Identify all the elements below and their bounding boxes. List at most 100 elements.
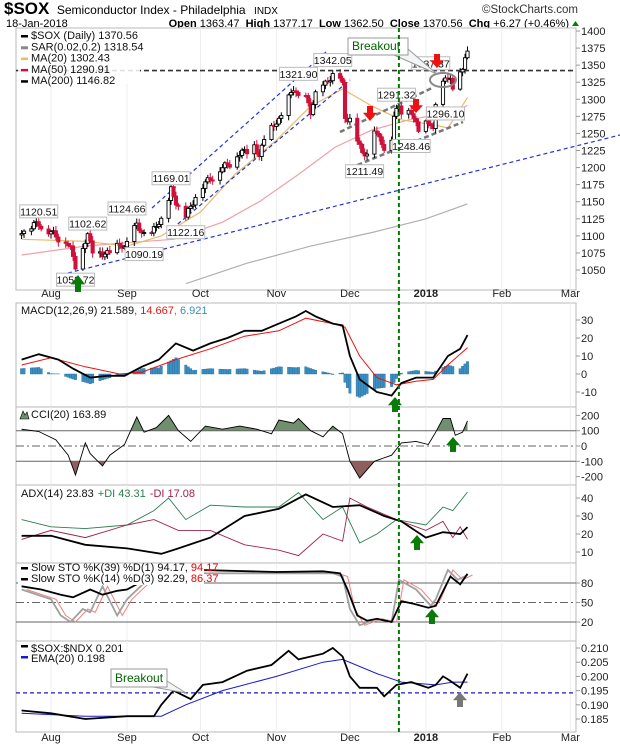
candle <box>107 245 112 256</box>
sto-legend-entry: Slow STO %K(39) %D(1) 94.17, 94.17 <box>31 562 218 574</box>
macd-histogram-bar <box>240 368 244 375</box>
macd-histogram-bar <box>208 368 212 375</box>
macd-histogram-bar <box>463 363 467 375</box>
green-up-arrow-icon <box>446 437 460 452</box>
sto-legend-k: Slow STO %K(39) %D(1) 94.17, <box>31 562 188 574</box>
y-tick-label: 1100 <box>581 231 605 243</box>
macd-histogram-bar <box>331 373 335 375</box>
macd-histogram-bar <box>275 367 278 375</box>
candle <box>156 220 161 229</box>
candle <box>222 161 228 173</box>
macd-histogram-bar <box>186 366 190 375</box>
candle-body <box>330 73 335 82</box>
candle-body <box>90 240 95 254</box>
candle <box>286 93 291 121</box>
candle-body <box>48 231 54 235</box>
y-tick-label: -100 <box>581 456 603 468</box>
macd-histogram-bar <box>461 366 464 375</box>
open-label: Open <box>169 18 197 30</box>
price-label: 1296.10 <box>425 106 465 121</box>
candle-body <box>193 197 198 206</box>
candle <box>365 149 370 161</box>
candle-body <box>293 90 299 93</box>
candle-body <box>80 248 85 270</box>
price-label-text: 1342.05 <box>314 55 352 67</box>
macd-histogram-bar <box>22 368 26 375</box>
red-down-arrow-icon <box>409 99 423 113</box>
sto-legend-d: 94.17 <box>191 562 219 574</box>
candle-body <box>276 117 281 125</box>
x-tick-label: Oct <box>192 732 209 744</box>
price-label: 1122.16 <box>166 225 206 240</box>
candle-body <box>411 113 416 119</box>
candle-body <box>142 232 147 234</box>
candle-body <box>227 164 232 168</box>
candle <box>210 175 215 185</box>
price-label-text: 1169.01 <box>152 173 189 185</box>
price-label: 1342.05 <box>313 53 353 67</box>
y-tick-label: 20 <box>581 617 593 629</box>
candle <box>340 75 345 86</box>
candle-body <box>191 204 196 207</box>
macd-histogram-bar <box>260 371 264 375</box>
macd-histogram-bar <box>154 367 158 375</box>
y-tick-label: 0.185 <box>581 714 609 726</box>
legend-entry: SAR(0.02,0.2) 1318.54 <box>31 41 144 53</box>
macd-histogram-bar <box>88 373 92 384</box>
x-tick-label: 2018 <box>414 288 438 300</box>
y-tick-label: 1225 <box>581 146 605 158</box>
candle-body <box>188 205 193 209</box>
y-tick-label: 0.195 <box>581 686 609 698</box>
candle-body <box>154 226 159 229</box>
candle-body <box>19 233 24 236</box>
macd-histogram-bar <box>172 359 175 375</box>
price-label-box <box>124 247 164 262</box>
macd-histogram-bar <box>203 368 207 375</box>
candle-body <box>240 149 245 156</box>
macd-histogram-bar <box>311 369 315 375</box>
macd-histogram-bar <box>297 367 300 375</box>
macd-histogram-bar <box>159 366 163 375</box>
y-tick-label: 30 <box>581 315 593 327</box>
change-value: +6.27 (+0.46%) <box>493 18 569 30</box>
macd-histogram-bar <box>66 373 70 378</box>
candle <box>137 218 142 234</box>
y-tick-label: 1175 <box>581 180 605 192</box>
adx-legend: ADX(14) 23.83 +DI 43.31 -DI 17.08 <box>21 488 195 500</box>
candle-body <box>139 230 144 234</box>
candle-body <box>66 242 71 247</box>
legend-swatch <box>21 567 28 570</box>
candle-body <box>203 181 208 189</box>
candle <box>31 219 36 231</box>
macd-legend-name: MACD(12,26,9) 21.589 <box>21 305 134 317</box>
candle <box>159 216 164 229</box>
header-title: $SOX Semiconductor Index - Philadelphia … <box>4 0 278 18</box>
price-label-box <box>151 171 191 186</box>
callout-text: Breakout <box>352 39 401 53</box>
macd-histogram-bar <box>321 371 325 375</box>
candle <box>88 229 93 244</box>
legend-bg <box>18 564 204 585</box>
candle-body <box>208 177 213 181</box>
ratio-line <box>21 646 469 720</box>
macd-histogram-bar <box>243 368 246 375</box>
x-tick-label: Mar <box>561 732 580 744</box>
candle <box>423 119 428 134</box>
y-tick-label: 1275 <box>581 111 605 123</box>
macd-histogram-bar <box>360 373 364 397</box>
macd-histogram-bar <box>257 370 261 375</box>
candle-body <box>374 130 379 134</box>
adx-legend-pdi: +DI 43.31 <box>98 488 146 500</box>
candle <box>416 118 421 133</box>
candle-body <box>463 57 468 70</box>
macd-histogram-bar <box>348 373 352 394</box>
macd-histogram-bar <box>328 373 332 375</box>
candle-body <box>458 71 463 90</box>
macd-histogram-bar <box>466 361 469 375</box>
high-label: High <box>246 18 271 30</box>
candle <box>289 88 294 99</box>
candle <box>117 238 122 250</box>
symbol: $SOX <box>4 0 50 18</box>
candle <box>240 147 245 159</box>
candle <box>279 112 284 123</box>
